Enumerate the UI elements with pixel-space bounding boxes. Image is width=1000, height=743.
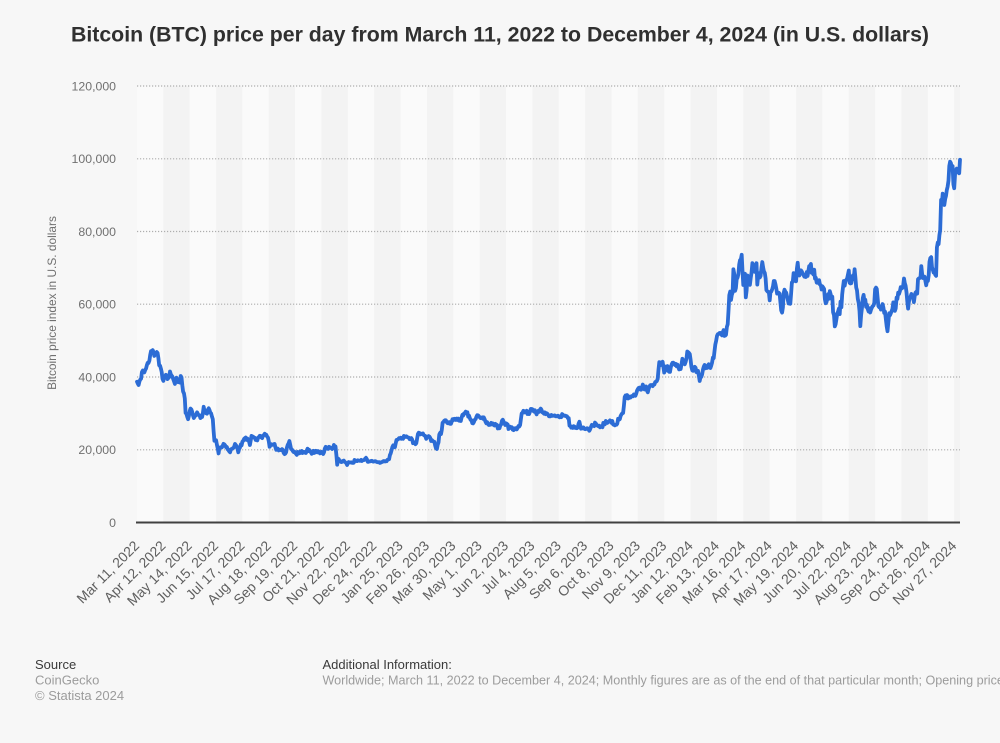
svg-text:Worldwide; March 11, 2022 to D: Worldwide; March 11, 2022 to December 4,… <box>323 674 1000 688</box>
svg-text:© Statista 2024: © Statista 2024 <box>35 688 124 703</box>
svg-text:60,000: 60,000 <box>78 298 116 312</box>
svg-text:CoinGecko: CoinGecko <box>35 673 99 688</box>
svg-text:0: 0 <box>109 516 116 530</box>
svg-text:80,000: 80,000 <box>78 225 116 239</box>
svg-text:120,000: 120,000 <box>72 79 117 93</box>
svg-text:100,000: 100,000 <box>72 152 117 166</box>
svg-text:Bitcoin price index in U.S. do: Bitcoin price index in U.S. dollars <box>45 216 59 390</box>
svg-text:Bitcoin (BTC) price per day fr: Bitcoin (BTC) price per day from March 1… <box>71 22 929 46</box>
svg-text:20,000: 20,000 <box>78 443 116 457</box>
svg-text:Source: Source <box>35 657 76 672</box>
svg-text:Additional Information:: Additional Information: <box>323 657 452 672</box>
svg-text:40,000: 40,000 <box>78 370 116 384</box>
